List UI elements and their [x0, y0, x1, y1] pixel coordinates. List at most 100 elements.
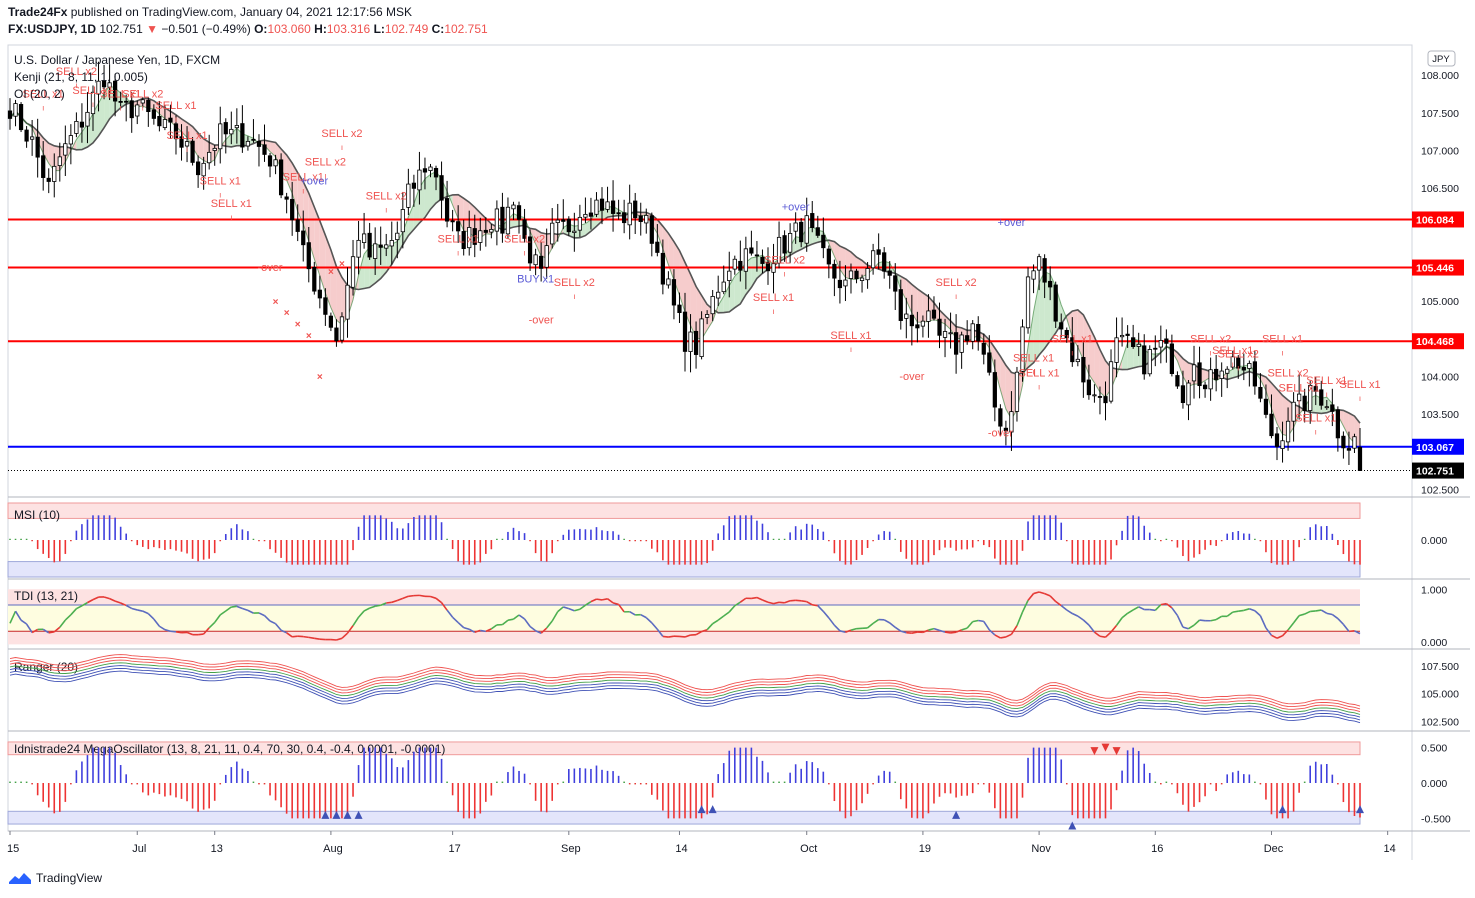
tdi-segment: [170, 630, 177, 633]
candle-body: [1330, 404, 1335, 412]
tdi-segment: [1238, 609, 1244, 613]
sell-signal-label: SELL x2: [321, 128, 362, 140]
candle-body: [887, 270, 892, 276]
candle-body: [699, 318, 704, 357]
tdi-segment: [701, 628, 708, 633]
candle-body: [1252, 361, 1257, 387]
candle-body: [1269, 413, 1274, 437]
candle-body: [140, 99, 145, 104]
candle-body: [981, 342, 986, 355]
candle-body: [594, 199, 599, 215]
tdi-segment: [120, 602, 127, 607]
tdi-segment: [142, 610, 149, 615]
sell-signal-label: SELL x1: [1295, 413, 1336, 425]
candle-body: [411, 182, 417, 189]
candle-body: [456, 221, 461, 232]
sell-signal-label: SELL x1: [166, 130, 207, 142]
tdi-segment: [507, 618, 514, 621]
candle-body: [837, 279, 843, 289]
tdi-segment: [1138, 606, 1145, 611]
candle-body: [788, 233, 793, 253]
candle-body: [1092, 394, 1097, 397]
candle-body: [655, 241, 660, 253]
cloud-segment: [297, 172, 304, 224]
candle-body: [682, 311, 688, 352]
tdi-segment: [845, 629, 852, 634]
candle-body: [870, 250, 876, 269]
candle-body: [1308, 384, 1313, 411]
tdi-segment: [966, 621, 974, 629]
over-marker-label: BUY x1: [517, 273, 554, 285]
candle-body: [461, 231, 466, 250]
tdi-segment: [1154, 604, 1162, 611]
tdi-segment: [1060, 604, 1068, 611]
tdi-segment: [1033, 591, 1040, 595]
candle-body: [705, 314, 710, 318]
tdi-segment: [535, 630, 542, 634]
ranger-y-label: 107.500: [1421, 661, 1459, 673]
candle-body: [804, 215, 809, 244]
cloud-segment: [397, 232, 403, 255]
candle-body: [151, 109, 156, 119]
candle-body: [63, 143, 68, 156]
x-tick-label: 14: [1384, 843, 1396, 855]
sell-signal-label: SELL x2: [122, 89, 163, 101]
high-value: 103.316: [326, 22, 371, 36]
candle-body: [439, 175, 444, 201]
tdi-segment: [1315, 609, 1322, 612]
candle-body: [848, 270, 854, 279]
x-axis: 15Jul13Aug17Sep14Oct19Nov16Dec142021: [7, 831, 1396, 855]
tdi-segment: [1193, 619, 1201, 626]
candle-body: [1158, 340, 1163, 348]
tdi-segment: [1049, 595, 1057, 603]
candle-body: [633, 200, 638, 219]
tdi-segment: [712, 619, 719, 625]
cloud-segment: [685, 262, 691, 326]
candle-body: [1247, 363, 1252, 369]
cloud-segment: [1182, 358, 1189, 387]
candle-body: [129, 100, 134, 119]
tdi-segment: [369, 605, 376, 609]
cloud-segment: [76, 131, 82, 150]
tdi-segment: [1027, 593, 1035, 601]
candle-body: [168, 117, 173, 123]
candle-body: [671, 279, 677, 306]
candle-body: [926, 310, 931, 322]
candle-body: [1335, 409, 1340, 439]
signal-tick: ı: [1298, 398, 1300, 407]
tdi-segment: [734, 601, 741, 607]
candle-body: [13, 103, 18, 117]
candle-body: [826, 248, 831, 265]
sell-arrow-icon: [1090, 747, 1099, 756]
candle-body: [599, 198, 605, 211]
tdi-segment: [1226, 611, 1234, 617]
tradingview-footer[interactable]: TradingView: [8, 871, 102, 885]
signal-tick: ı: [1232, 360, 1234, 369]
tdi-segment: [994, 634, 1001, 639]
tdi-segment: [25, 623, 33, 634]
publisher-name[interactable]: Trade24Fx: [8, 5, 68, 19]
tdi-segment: [1331, 613, 1339, 620]
tdi-segment: [269, 620, 276, 625]
candle-body: [273, 159, 278, 167]
tdi-segment: [208, 621, 216, 629]
mega-y-label: 0.000: [1421, 778, 1447, 790]
tdi-segment: [1016, 611, 1024, 627]
sell-signal-label: SELL x2: [1267, 367, 1308, 379]
sell-arrow-icon: [1112, 747, 1121, 756]
candle-body: [1191, 364, 1197, 382]
candle-body: [1175, 375, 1180, 387]
tdi-segment: [242, 607, 249, 612]
candle-body: [284, 196, 289, 200]
close-label: C:: [431, 22, 445, 36]
buy-arrow-icon: [697, 805, 706, 814]
candle-body: [732, 258, 737, 270]
candle-body: [533, 254, 538, 266]
candle-body: [1059, 322, 1064, 330]
tdi-segment: [341, 632, 349, 639]
candle-body: [290, 198, 295, 221]
x-tick-label: Aug: [323, 843, 343, 855]
tdi-segment: [247, 609, 254, 614]
candle-body: [1263, 398, 1269, 415]
